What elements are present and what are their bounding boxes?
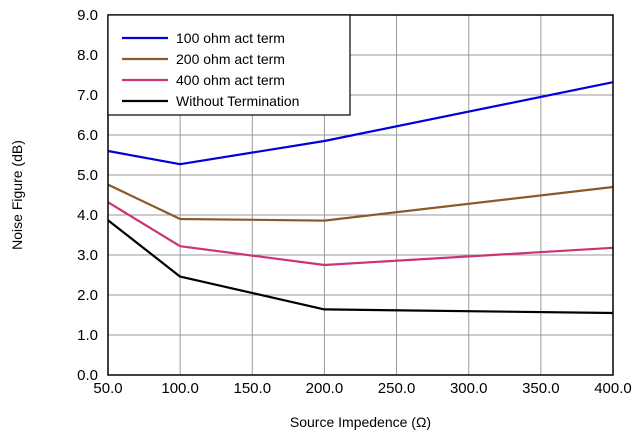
x-tick-label: 200.0 — [306, 380, 344, 397]
y-tick-label: 2.0 — [77, 287, 98, 304]
y-tick-label: 4.0 — [77, 207, 98, 224]
y-tick-label: 5.0 — [77, 167, 98, 184]
x-tick-label: 300.0 — [450, 380, 488, 397]
y-axis-title: Noise Figure (dB) — [9, 140, 25, 250]
y-tick-label: 6.0 — [77, 127, 98, 144]
y-tick-label: 9.0 — [77, 7, 98, 24]
y-tick-label: 3.0 — [77, 247, 98, 264]
series-line-1 — [107, 81, 614, 166]
series-line-4 — [107, 219, 614, 315]
x-tick-label: 350.0 — [522, 380, 560, 397]
x-tick-label: 250.0 — [378, 380, 416, 397]
legend-label-3: 400 ohm act term — [176, 72, 285, 88]
series-line-2 — [107, 183, 614, 222]
y-tick-label: 8.0 — [77, 47, 98, 64]
x-tick-label: 50.0 — [93, 380, 122, 397]
x-tick-label: 400.0 — [594, 380, 632, 397]
x-tick-label: 100.0 — [161, 380, 199, 397]
legend: 100 ohm act term 200 ohm act term 400 ohm … — [107, 14, 351, 116]
legend-box — [107, 14, 351, 116]
series-line-3 — [107, 201, 614, 267]
tick-layer: 50.0 100.0 150.0 200.0 250.0 300.0 350.0 400.0 0… — [77, 7, 632, 397]
legend-label-2: 200 ohm act term — [176, 51, 285, 67]
x-tick-label: 150.0 — [234, 380, 272, 397]
y-tick-label: 0.0 — [77, 367, 98, 384]
y-tick-label: 7.0 — [77, 87, 98, 104]
legend-label-1: 100 ohm act term — [176, 30, 285, 46]
x-axis-title: Source Impedence (Ω) — [290, 414, 431, 430]
series-layer — [107, 81, 614, 315]
y-tick-label: 1.0 — [77, 327, 98, 344]
legend-label-4: Without Termination — [176, 93, 299, 109]
plot-frame — [107, 14, 614, 376]
